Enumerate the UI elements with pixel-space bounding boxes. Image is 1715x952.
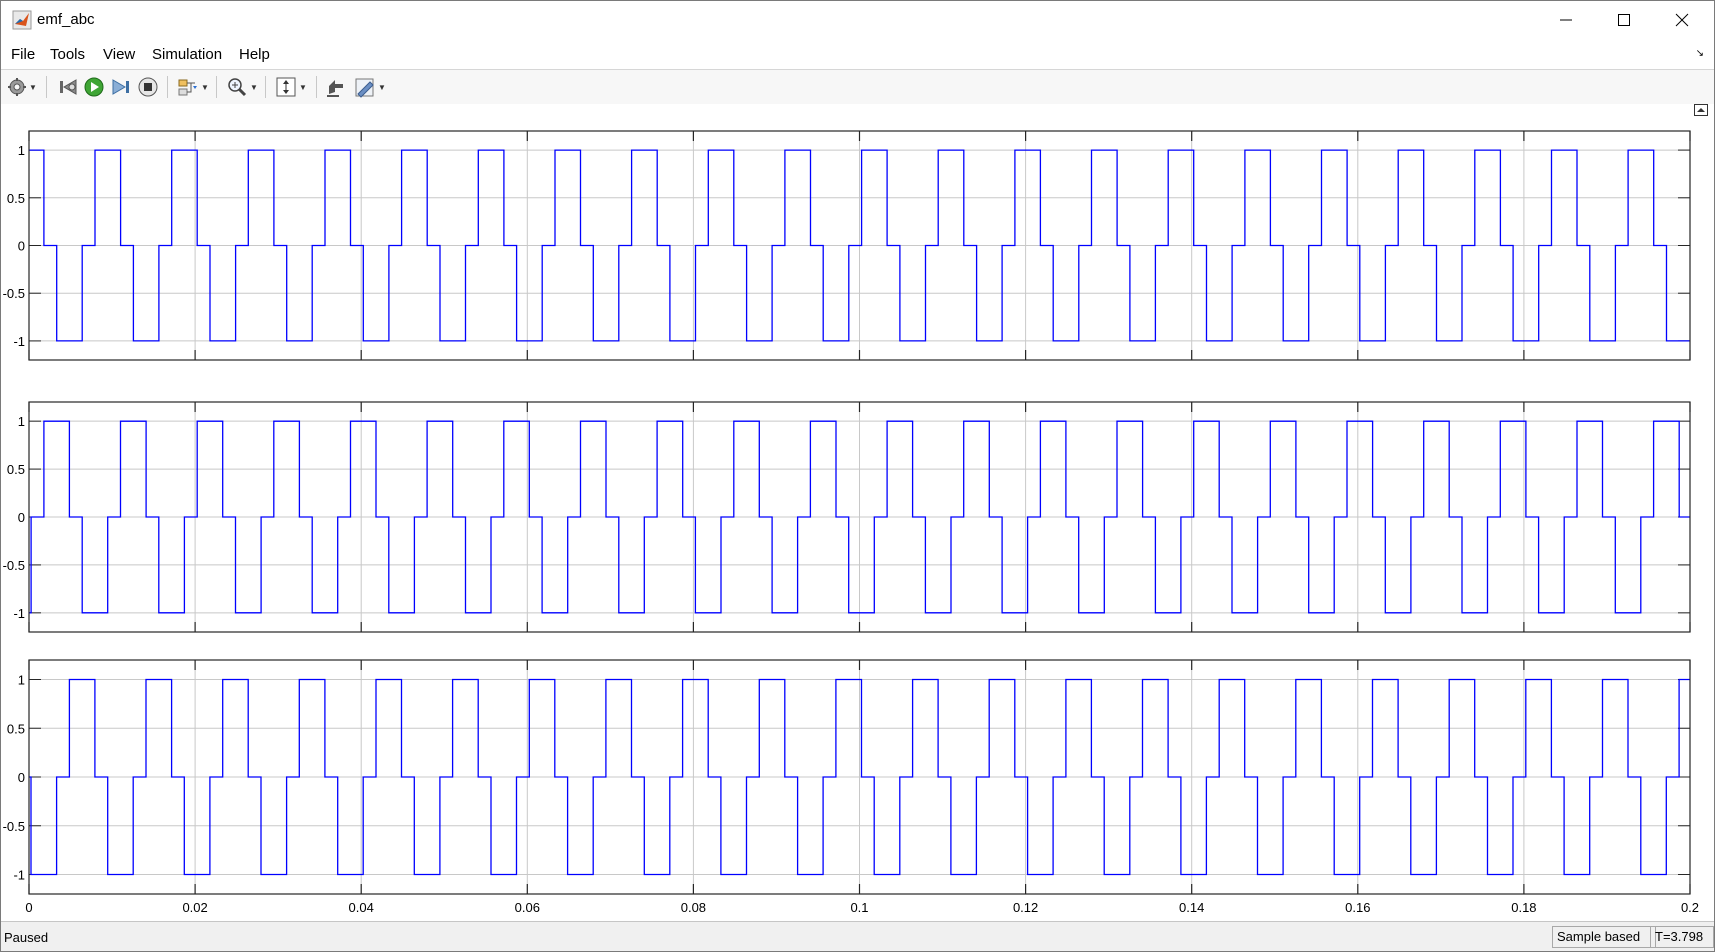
highlight-icon: [327, 80, 343, 97]
zoom-button[interactable]: ▼: [226, 75, 258, 99]
stop-button[interactable]: [137, 75, 159, 99]
toolbar-separator: [265, 76, 266, 98]
y-tick-label: 1: [18, 414, 25, 429]
emf-waveform-line: [29, 149, 1690, 342]
menu-simulation[interactable]: Simulation: [152, 46, 223, 63]
menu-tools[interactable]: Tools: [50, 46, 86, 63]
toolbar: ▼: [1, 69, 1714, 105]
x-tick-label: 0.08: [681, 900, 706, 915]
x-tick-label: 0.14: [1179, 900, 1204, 915]
toolbar-separator: [167, 76, 168, 98]
scope-axes-group[interactable]: 1 0.5 0 -0.5 -1 1 0.5 0 -0.5 -1 1 0.5 0 -0.5 -1 0 0.02 0.…: [1, 104, 1714, 920]
edit-style-button[interactable]: ▼: [354, 75, 386, 99]
x-tick-label: 0.16: [1345, 900, 1370, 915]
signal-selector-button[interactable]: ▼: [177, 75, 209, 99]
toolbar-separator: [316, 76, 317, 98]
run-button[interactable]: [83, 75, 105, 99]
chevron-down-icon: ▼: [299, 82, 307, 92]
chevron-down-icon: ▼: [29, 82, 37, 92]
y-tick-label: -1: [13, 606, 25, 621]
step-forward-icon: [112, 79, 129, 95]
y-tick-label: 0: [18, 239, 25, 254]
y-tick-label: -1: [13, 868, 25, 883]
y-tick-label: 1: [18, 143, 25, 158]
x-tick-label: 0.12: [1013, 900, 1038, 915]
y-tick-label: 0.5: [7, 462, 25, 477]
y-tick-label: -1: [13, 334, 25, 349]
menu-help[interactable]: Help: [239, 46, 270, 63]
close-button[interactable]: [1653, 1, 1711, 39]
zoom-icon: [228, 78, 247, 97]
x-tick-label: 0.1: [850, 900, 868, 915]
sample-mode-indicator: Sample based: [1552, 926, 1656, 948]
autoscale-icon: [276, 77, 296, 97]
highlight-button[interactable]: [325, 75, 347, 99]
y-tick-label: 0: [18, 770, 25, 785]
axes-frame: [28, 130, 1691, 361]
chevron-down-icon: ▼: [201, 82, 209, 92]
y-tick-label: 0.5: [7, 191, 25, 206]
axes-frame: [28, 401, 1691, 633]
window-title: emf_abc: [37, 11, 95, 28]
step-back-button[interactable]: [57, 75, 79, 99]
minimize-icon: [1560, 19, 1572, 21]
status-bar: Paused Sample based T=3.798: [1, 921, 1714, 951]
y-tick-label: 1: [18, 673, 25, 688]
scope-plot-area: 1 0.5 0 -0.5 -1 1 0.5 0 -0.5 -1 1 0.5 0 -0.5 -1 0 0.02 0.…: [1, 104, 1714, 920]
y-tick-label: 0: [18, 510, 25, 525]
undock-legend-icon[interactable]: [1694, 104, 1708, 116]
autoscale-button[interactable]: ▼: [275, 75, 307, 99]
dock-arrow-icon[interactable]: ↘: [1695, 48, 1704, 59]
x-tick-label: 0.04: [349, 900, 374, 915]
x-tick-label: 0.02: [182, 900, 207, 915]
menu-file[interactable]: File: [11, 46, 36, 63]
matlab-logo-icon: [12, 10, 32, 30]
y-tick-label: -0.5: [3, 819, 25, 834]
x-tick-label: 0.18: [1511, 900, 1536, 915]
toolbar-separator: [46, 76, 47, 98]
settings-icon: [8, 78, 26, 96]
maximize-icon: [1618, 14, 1630, 26]
sim-time-indicator: T=3.798: [1650, 926, 1714, 948]
x-tick-label: 0.2: [1681, 900, 1699, 915]
run-icon: [84, 77, 104, 97]
close-icon: [1675, 13, 1689, 27]
minimize-button[interactable]: [1537, 1, 1595, 39]
emf-waveform-line: [29, 678, 1690, 876]
emf-waveform-line: [29, 420, 1690, 614]
maximize-button[interactable]: [1595, 1, 1653, 39]
toolbar-separator: [216, 76, 217, 98]
settings-button[interactable]: ▼: [7, 75, 37, 99]
edit-style-icon: [355, 78, 374, 98]
chevron-down-icon: ▼: [250, 82, 258, 92]
chevron-down-icon: ▼: [378, 82, 386, 92]
title-bar[interactable]: emf_abc: [1, 1, 1714, 39]
menu-view[interactable]: View: [103, 46, 136, 63]
x-tick-label: 0: [25, 900, 32, 915]
status-text: Paused: [4, 930, 49, 945]
menu-bar: File Tools View Simulation Help ↘: [1, 40, 1714, 68]
y-tick-label: 0.5: [7, 721, 25, 736]
y-tick-label: -0.5: [3, 558, 25, 573]
signal-selector-icon: [178, 79, 197, 96]
step-back-icon: [60, 79, 77, 95]
y-tick-label: -0.5: [3, 286, 25, 301]
axes-frame: [28, 659, 1691, 895]
x-tick-label: 0.06: [515, 900, 540, 915]
step-forward-button[interactable]: [110, 75, 132, 99]
stop-icon: [138, 77, 158, 97]
